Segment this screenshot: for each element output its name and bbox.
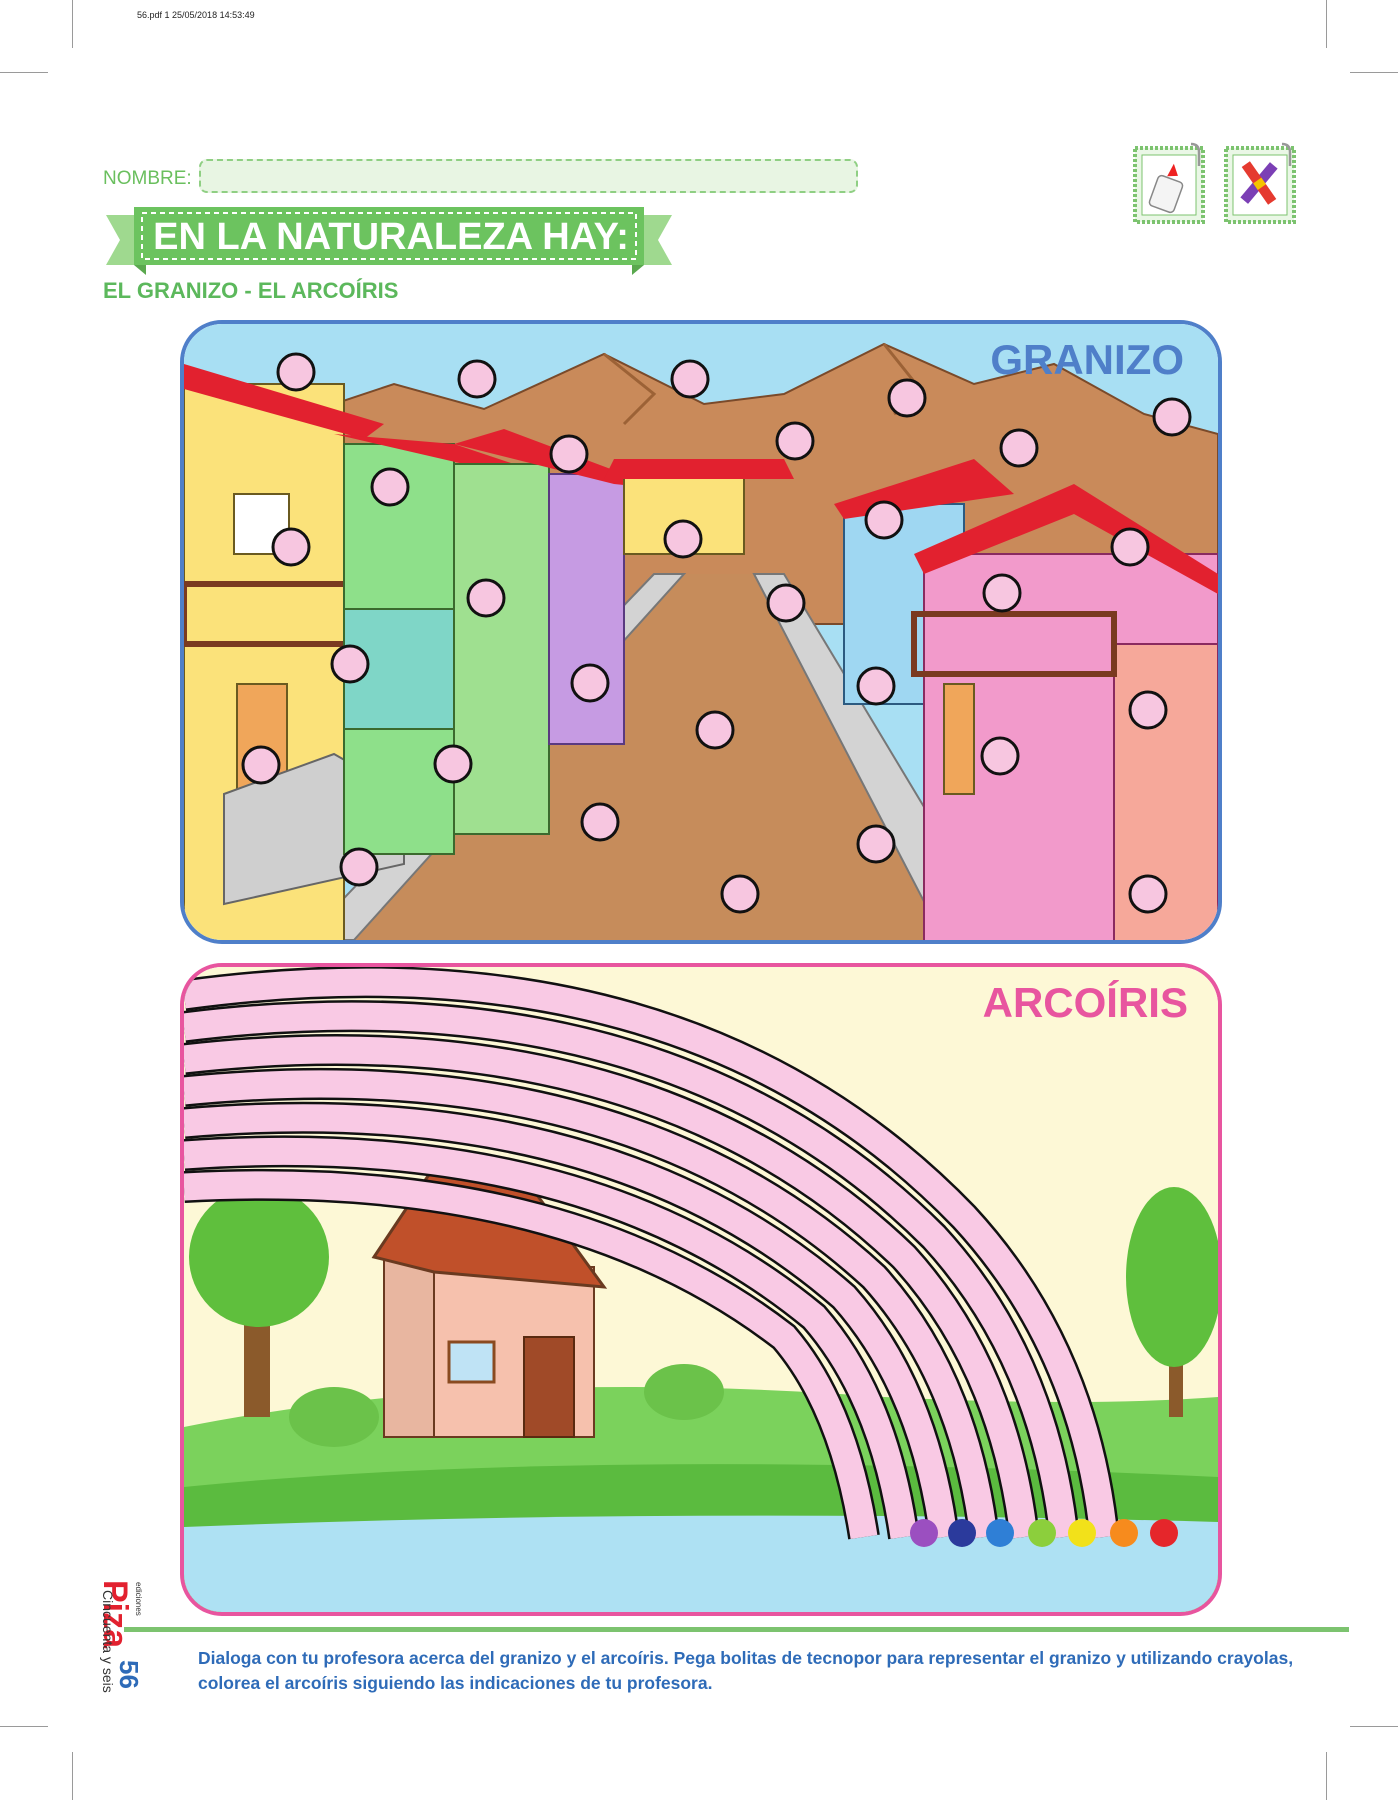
title-ribbon: [106, 207, 672, 275]
svg-text:ediciones: ediciones: [134, 1582, 143, 1616]
arcoiris-panel: ARCOÍRIS: [180, 963, 1222, 1616]
name-label: NOMBRE:: [103, 168, 192, 189]
town-scene-illustration: [184, 324, 1218, 940]
crop-mark: [1326, 1752, 1327, 1800]
granizo-title: GRANIZO: [990, 336, 1184, 383]
page-subtitle: EL GRANIZO - EL ARCOÍRIS: [103, 278, 399, 303]
print-info: 56.pdf 1 25/05/2018 14:53:49: [137, 10, 255, 20]
page-number-words: Cincuenta y seis: [100, 1590, 116, 1693]
page-number: 56: [114, 1660, 144, 1689]
crop-mark: [0, 1726, 48, 1727]
page-number-block: Cincuenta y seis 56: [92, 1590, 144, 1720]
footer-divider: [124, 1627, 1349, 1632]
crop-mark: [1350, 1726, 1398, 1727]
granizo-panel: GRANIZO: [180, 320, 1222, 944]
hail-dots: [241, 352, 1192, 914]
crop-mark: [1326, 0, 1327, 48]
crop-mark: [72, 1752, 73, 1800]
glue-bottle-icon: [1133, 142, 1205, 224]
crop-mark: [0, 72, 48, 73]
rainbow-scene-illustration: [184, 967, 1218, 1612]
color-splashes: [910, 1519, 1178, 1547]
svg-text:Piza: Piza: [96, 1580, 134, 1649]
page-title: EN LA NATURALEZA HAY:: [153, 216, 629, 258]
crop-mark: [72, 0, 73, 48]
instruction-text: Dialoga con tu profesora acerca del gran…: [198, 1648, 1294, 1693]
crayons-icon: [1224, 142, 1296, 224]
name-field[interactable]: [199, 159, 858, 193]
rainbow-arc: [184, 967, 1120, 1540]
arcoiris-title: ARCOÍRIS: [982, 979, 1188, 1026]
crop-mark: [1350, 72, 1398, 73]
brand-logo: Piza ediciones: [96, 1580, 143, 1649]
